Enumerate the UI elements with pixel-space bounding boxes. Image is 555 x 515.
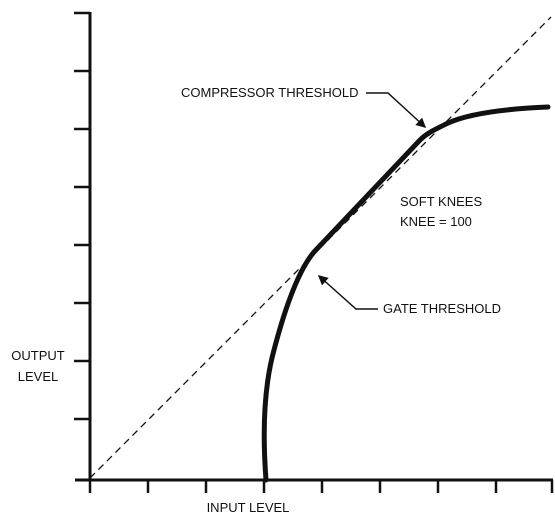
compressor-threshold-label: COMPRESSOR THRESHOLD: [181, 85, 358, 100]
x-axis-label: INPUT LEVEL: [207, 500, 290, 515]
y-axis-label-line2: LEVEL: [18, 369, 58, 384]
compressor-threshold-arrow: [366, 92, 427, 129]
transfer-curve: [261, 104, 551, 483]
gate-threshold-label: GATE THRESHOLD: [383, 301, 501, 316]
x-axis-ticks: [88, 480, 554, 493]
gate-threshold-arrow: [317, 275, 378, 310]
knee-value-label: KNEE = 100: [400, 214, 472, 229]
y-axis-label-line1: OUTPUT: [11, 348, 65, 363]
y-axis-ticks: [74, 11, 90, 421]
soft-knees-label: SOFT KNEES: [400, 194, 482, 209]
